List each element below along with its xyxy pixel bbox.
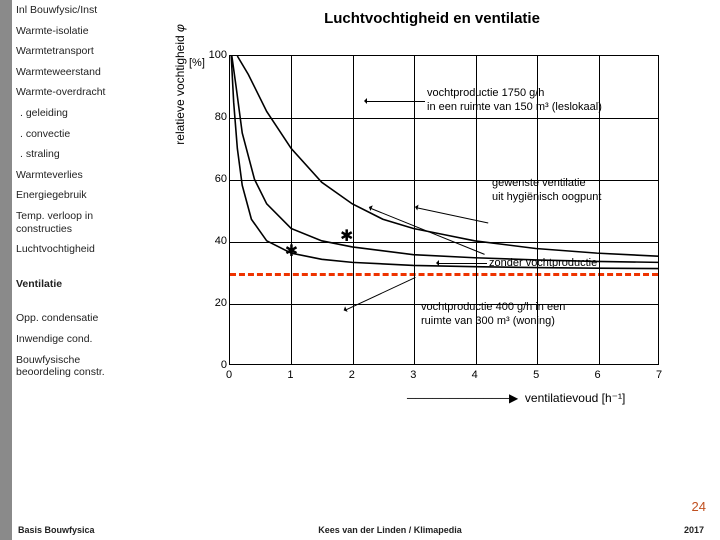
footer-right: 2017 [640,525,720,535]
annotation-curve3: vochtproductie 400 g/h in een ruimte van… [421,301,565,329]
x-tick: 0 [226,369,232,381]
sidebar-item[interactable]: Bouwfysische beoordeling constr. [0,350,140,383]
arrow-icon [439,263,487,264]
page-number: 24 [692,499,706,514]
sidebar-item[interactable]: Warmte-isolatie [0,21,140,42]
sidebar-item[interactable]: . convectie [0,124,140,145]
sidebar-item[interactable]: Energiegebruik [0,185,140,206]
sidebar-item[interactable]: Inl Bouwfysic/Inst [0,0,140,21]
x-tick: 5 [533,369,539,381]
main-content: Luchtvochtigheid en ventilatie ✱ ✱ relati… [140,0,720,540]
sidebar: Inl Bouwfysic/InstWarmte-isolatieWarmtet… [0,0,140,540]
x-axis-label: ────────────▶ ventilatievoud [h⁻¹] [407,391,625,405]
y-axis-unit: [%] [189,57,205,69]
y-tick: 60 [207,173,227,185]
annotation-dashed: zonder vochtproductie [489,257,597,271]
sidebar-item[interactable]: Warmte-overdracht [0,82,140,103]
y-tick: 80 [207,111,227,123]
footer: Basis Bouwfysica Kees van der Linden / K… [0,520,720,540]
sidebar-item[interactable]: Opp. condensatie [0,308,140,329]
marker-star: ✱ [285,241,298,261]
sidebar-item[interactable]: Luchtvochtigheid [0,239,140,260]
y-tick: 0 [207,359,227,371]
x-tick: 2 [349,369,355,381]
x-tick: 7 [656,369,662,381]
y-tick: 40 [207,235,227,247]
sidebar-item[interactable]: Warmtetransport [0,41,140,62]
footer-center: Kees van der Linden / Klimapedia [140,525,640,535]
footer-left: Basis Bouwfysica [0,525,140,535]
x-tick: 6 [595,369,601,381]
arrow-icon [367,101,425,102]
x-tick: 3 [410,369,416,381]
page-title: Luchtvochtigheid en ventilatie [158,10,706,27]
sidebar-item[interactable]: Inwendige cond. [0,329,140,350]
annotation-curve1: vochtproductie 1750 g/h in een ruimte va… [427,87,602,115]
x-tick: 1 [287,369,293,381]
sidebar-item-active[interactable]: Ventilatie [0,268,140,301]
y-axis-label: relatieve vochtigheid φ [173,24,187,145]
sidebar-item[interactable]: Warmteweerstand [0,62,140,83]
sidebar-item[interactable]: Temp. verloop in constructies [0,206,140,239]
sidebar-item[interactable]: . straling [0,144,140,165]
marker-star: ✱ [340,226,353,246]
x-tick: 4 [472,369,478,381]
sidebar-item[interactable]: Warmteverlies [0,165,140,186]
annotation-markers: gewenste ventilatie uit hygiënisch oogpu… [492,177,601,205]
humidity-ventilation-chart: ✱✱ relatieve vochtigheid φ [%] ─────────… [167,45,697,415]
y-tick: 20 [207,297,227,309]
sidebar-item[interactable]: . geleiding [0,103,140,124]
y-tick: 100 [207,49,227,61]
